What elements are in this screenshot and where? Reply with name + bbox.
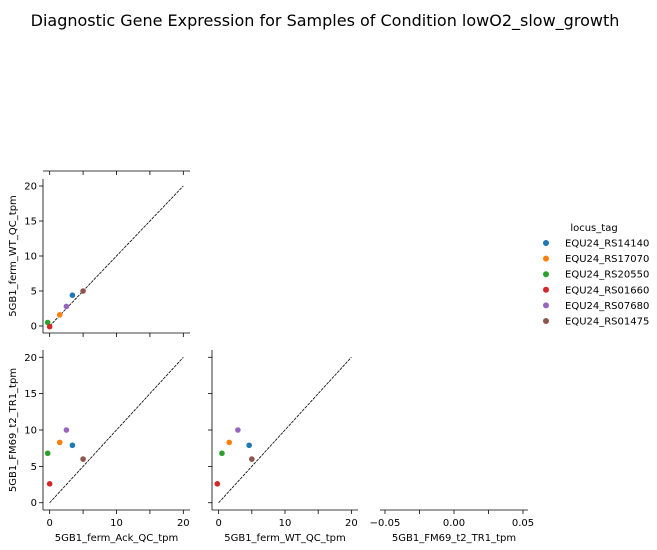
y-axis-label: 5GB1_FM69_t2_TR1_tpm: [8, 368, 19, 492]
x-tick-label: −0.05: [370, 518, 401, 529]
y-tick-label: 10: [24, 426, 37, 437]
y-tick-label: 10: [24, 252, 37, 263]
chart-title: Diagnostic Gene Expression for Samples o…: [31, 11, 620, 31]
x-tick-label: 0: [46, 518, 52, 529]
x-axis-label: 5GB1_FM69_t2_TR1_tpm: [392, 533, 516, 544]
legend-label: EQU24_RS01475: [565, 317, 649, 328]
x-tick-label: 20: [177, 518, 190, 529]
data-point-equ24_rs14140: [69, 292, 76, 299]
x-axis-label: 5GB1_ferm_Ack_QC_tpm: [55, 533, 179, 544]
identity-line: [218, 357, 352, 503]
panel-fm69-vs-ack: 0 10 20 0 5 10 15 20 5GB1_ferm_Ack_QC_tpm 5GB1_FM…: [8, 350, 190, 544]
data-point-equ24_rs14140: [246, 442, 252, 449]
x-tick-label: 20: [345, 518, 358, 529]
data-point-equ24_rs01475: [80, 288, 86, 294]
legend-label: EQU24_RS01660: [565, 285, 649, 296]
legend-entry-equ24_rs17070: EQU24_RS17070: [543, 254, 649, 265]
panel-fm69-vs-wt: 0 10 20 5GB1_ferm_WT_QC_tpm: [208, 350, 358, 544]
identity-line: [49, 357, 184, 503]
y-tick-label: 0: [31, 498, 37, 509]
legend-marker: [543, 286, 549, 293]
x-tick-label: 0.05: [512, 518, 534, 529]
legend-marker: [543, 318, 549, 324]
panel-wt-vs-ack: 0 5 10 15 20 5GB1_ferm_WT_QC_tpm: [8, 170, 190, 337]
y-tick-label: 20: [24, 182, 37, 193]
legend-marker: [543, 240, 549, 246]
x-axis-label: 5GB1_ferm_WT_QC_tpm: [224, 533, 346, 544]
data-point-equ24_rs20550: [219, 450, 225, 457]
legend-title: locus_tag: [570, 223, 617, 234]
x-tick-label: 0: [215, 518, 221, 529]
panel-fm69-diag: −0.05 0.00 0.05 5GB1_FM69_t2_TR1_tpm: [370, 509, 534, 544]
y-tick-label: 15: [24, 389, 37, 400]
data-point-equ24_rs01660: [214, 481, 221, 487]
legend-entry-equ24_rs07680: EQU24_RS07680: [543, 301, 649, 312]
legend-label: EQU24_RS07680: [565, 301, 649, 312]
data-point-equ24_rs20550: [44, 319, 51, 326]
data-point-equ24_rs01475: [249, 456, 255, 462]
data-point-equ24_rs07680: [63, 427, 70, 433]
legend-label: EQU24_RS17070: [565, 254, 649, 265]
legend-marker: [543, 271, 549, 278]
legend-entry-equ24_rs01475: EQU24_RS01475: [543, 317, 649, 328]
data-point-equ24_rs20550: [44, 450, 51, 457]
data-point-equ24_rs17070: [226, 439, 233, 446]
y-tick-label: 20: [24, 353, 37, 364]
x-tick-label: 10: [110, 518, 123, 529]
x-tick-label: 10: [279, 518, 292, 529]
data-point-equ24_rs17070: [56, 439, 63, 446]
legend-marker: [543, 255, 549, 262]
data-point-equ24_rs17070: [56, 312, 63, 318]
data-point-equ24_rs01660: [46, 323, 53, 330]
legend-entry-equ24_rs20550: EQU24_RS20550: [543, 270, 649, 281]
y-tick-label: 5: [31, 287, 37, 298]
legend-entry-equ24_rs14140: EQU24_RS14140: [543, 239, 649, 250]
data-point-equ24_rs01475: [80, 456, 86, 462]
legend-marker: [543, 302, 549, 309]
legend-label: EQU24_RS14140: [565, 239, 649, 250]
y-tick-label: 15: [24, 217, 37, 228]
legend-label: EQU24_RS20550: [565, 270, 649, 281]
x-tick-label: 0.00: [443, 518, 465, 529]
data-point-equ24_rs01660: [46, 481, 53, 487]
legend-entry-equ24_rs01660: EQU24_RS01660: [543, 285, 649, 296]
data-point-equ24_rs07680: [63, 303, 70, 310]
y-tick-label: 0: [31, 322, 37, 333]
legend: locus_tag EQU24_RS14140 EQU24_RS17070 EQU2…: [543, 223, 649, 328]
y-axis-label: 5GB1_ferm_WT_QC_tpm: [8, 195, 19, 317]
data-point-equ24_rs14140: [69, 442, 76, 449]
y-tick-label: 5: [31, 462, 37, 473]
identity-line: [49, 185, 184, 327]
data-point-equ24_rs07680: [235, 427, 241, 433]
